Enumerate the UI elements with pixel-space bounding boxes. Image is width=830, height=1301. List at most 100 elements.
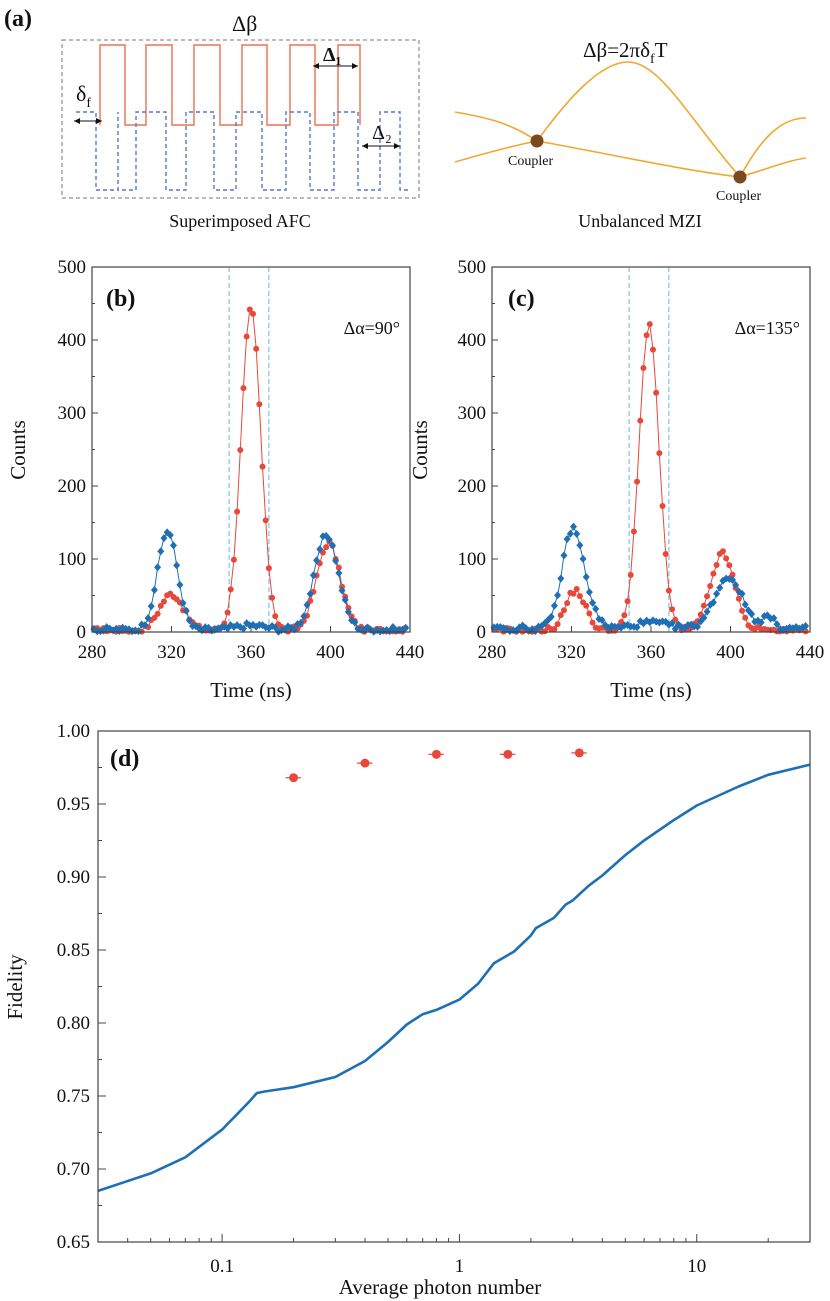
y-tick-label: 0	[477, 622, 487, 643]
blue-data-point	[598, 616, 606, 625]
red-data-point	[256, 401, 263, 408]
blue-data-point	[313, 556, 321, 565]
blue-data-point	[309, 571, 317, 580]
blue-data-point	[300, 612, 308, 621]
blue-data-point	[122, 624, 130, 633]
red-data-point	[656, 450, 663, 457]
blue-data-point	[316, 545, 324, 554]
blue-data-point	[703, 607, 711, 616]
delta2-arrowhead-left	[362, 143, 368, 149]
blue-data-point	[173, 561, 181, 570]
red-data-point	[227, 586, 234, 593]
fidelity-data-point	[360, 758, 370, 768]
blue-data-point	[741, 600, 749, 609]
blue-data-point	[157, 547, 165, 556]
red-data-point	[589, 619, 596, 626]
blue-data-point	[335, 569, 343, 578]
red-data-point	[246, 306, 253, 313]
fidelity-data-point	[503, 749, 513, 759]
x-tick-label: 320	[557, 642, 586, 663]
red-data-point	[669, 606, 676, 613]
fidelity-data-point	[574, 748, 584, 758]
blue-data-point	[709, 598, 717, 607]
red-data-point	[704, 593, 711, 600]
panel-d-label: (d)	[110, 746, 139, 772]
blue-data-point	[150, 586, 158, 595]
panel-d-chart: 0.1 1 10 0.65 0.70 0.75 0.80 0.85 0.90 0.95 1.00 (…	[3, 721, 811, 1299]
delta1-arrowhead-left	[313, 63, 319, 69]
panel-c-xlabel: Time (ns)	[610, 678, 692, 702]
blue-data-point	[732, 581, 740, 590]
blue-data-point	[332, 556, 340, 565]
blue-data-point	[592, 604, 600, 613]
afc-blue-comb	[76, 111, 408, 191]
delta2-arrowhead-right	[394, 143, 400, 149]
blue-data-point	[582, 573, 590, 582]
red-data-point	[262, 517, 269, 524]
red-data-point	[583, 602, 590, 609]
blue-data-point	[328, 541, 336, 550]
red-data-point	[541, 628, 548, 635]
blue-data-point	[700, 613, 708, 622]
afc-frame	[61, 39, 420, 199]
blue-data-point	[341, 595, 349, 604]
red-data-point	[700, 602, 707, 609]
blue-data-point	[748, 609, 756, 618]
blue-series-line	[493, 525, 806, 632]
x-tick-label: 400	[716, 642, 745, 663]
y-tick-label: 200	[58, 476, 87, 497]
blue-data-point	[147, 602, 155, 611]
blue-data-point	[402, 623, 410, 632]
x-tick-label: 10	[687, 1256, 706, 1277]
x-tick-label: 1	[455, 1256, 465, 1277]
blue-data-point	[547, 612, 555, 621]
x-tick-label: 0.1	[210, 1256, 234, 1277]
panel-d-xlabel: Average photon number	[339, 1275, 542, 1299]
blue-data-point	[303, 600, 311, 609]
mzi-formula: Δβ=2πδfT	[583, 38, 668, 67]
red-data-point	[713, 561, 720, 568]
blue-data-point	[668, 619, 676, 628]
blue-data-point	[141, 621, 149, 630]
red-data-point	[560, 607, 567, 614]
red-data-point	[230, 556, 237, 563]
blue-data-point	[182, 606, 190, 615]
red-data-point	[269, 594, 276, 601]
blue-data-point	[585, 588, 593, 597]
delta-f-arrowhead-left	[74, 118, 80, 124]
red-data-point	[624, 598, 631, 605]
blue-data-point	[297, 618, 305, 627]
blue-data-point	[344, 607, 352, 616]
blue-data-point	[770, 614, 778, 623]
red-data-point	[154, 610, 161, 617]
red-data-point	[564, 600, 571, 607]
red-data-point	[151, 614, 158, 621]
red-data-point	[551, 626, 558, 633]
red-data-point	[719, 548, 726, 555]
red-data-point	[240, 385, 247, 392]
red-data-point	[735, 595, 742, 602]
y-tick-label: 500	[58, 257, 87, 278]
red-data-point	[576, 593, 583, 600]
red-data-point	[243, 333, 250, 340]
blue-data-point	[169, 541, 177, 550]
y-tick-label: 0.85	[57, 940, 90, 961]
panel-d-axes-frame	[97, 730, 811, 1243]
blue-data-point	[738, 589, 746, 598]
blue-data-point	[166, 531, 174, 540]
panel-b-label: (b)	[106, 286, 135, 312]
afc-red-comb	[99, 44, 361, 126]
y-tick-label: 400	[458, 330, 487, 351]
red-data-point	[234, 508, 241, 515]
blue-data-point	[154, 563, 162, 572]
delta-f-label: δf	[76, 81, 91, 111]
x-tick-label: 280	[78, 642, 107, 663]
y-tick-label: 0.95	[57, 794, 90, 815]
red-data-point	[265, 565, 272, 572]
blue-data-point	[757, 618, 765, 627]
x-tick-label: 360	[237, 642, 266, 663]
coupler-1-label: Coupler	[508, 154, 553, 169]
red-data-point	[345, 604, 352, 611]
blue-data-point	[135, 627, 143, 636]
y-tick-label: 200	[458, 476, 487, 497]
